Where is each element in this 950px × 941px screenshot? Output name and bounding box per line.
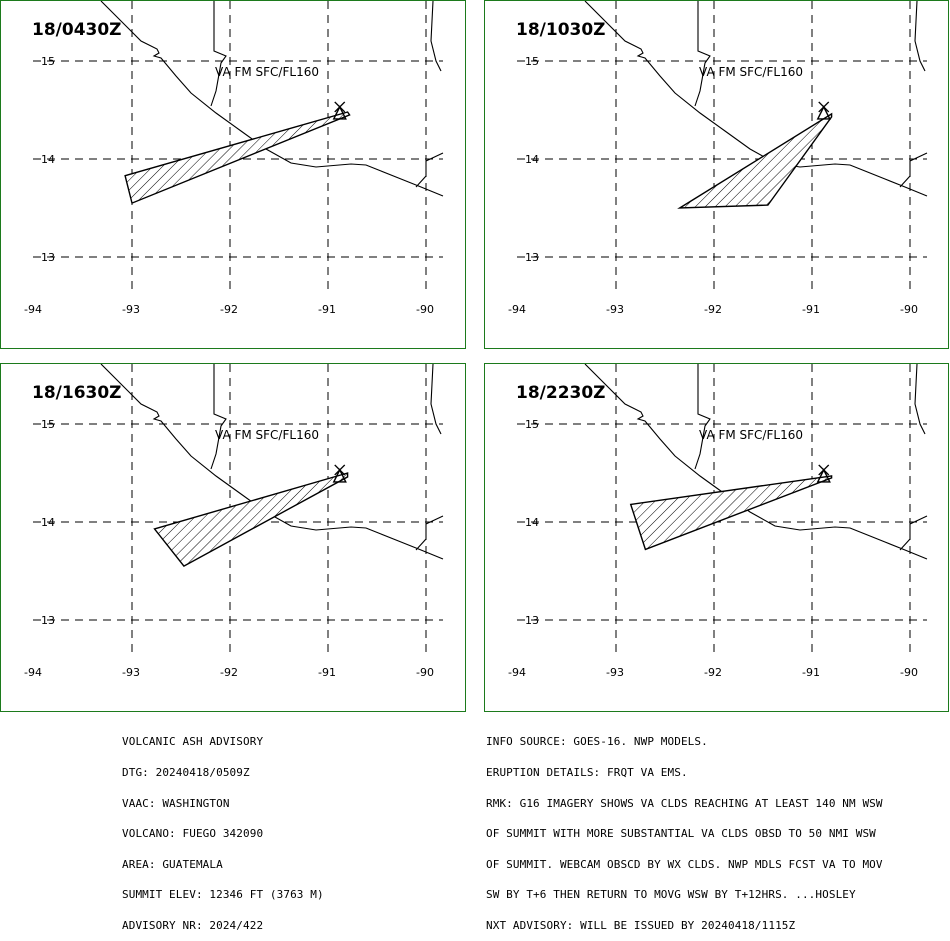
lon-tick-label: -94	[508, 303, 526, 316]
time-label: 18/1030Z	[516, 20, 606, 40]
advisory-remarks-line-3: OF SUMMIT. WEBCAM OBSCD BY WX CLDS. NWP …	[486, 857, 883, 871]
lon-tick-label: -92	[220, 303, 238, 316]
advisory-header-block: VOLCANIC ASH ADVISORY DTG: 20240418/0509…	[122, 717, 324, 941]
volcano-x-icon	[818, 464, 830, 476]
layer-label: VA FM SFC/FL160	[215, 65, 319, 79]
lon-tick-label: -90	[900, 666, 918, 679]
advisory-number: ADVISORY NR: 2024/422	[122, 918, 264, 932]
volcano-icon	[332, 468, 347, 483]
advisory-remarks-line-1: RMK: G16 IMAGERY SHOWS VA CLDS REACHING …	[486, 796, 883, 810]
coastline	[584, 364, 928, 560]
lon-tick-label: -91	[318, 666, 336, 679]
lat-tick-label: 14	[41, 516, 55, 529]
ash-cloud-polygon	[153, 472, 349, 567]
border-line	[430, 1, 442, 72]
lon-tick-label: -92	[220, 666, 238, 679]
layer-label: VA FM SFC/FL160	[699, 65, 803, 79]
advisory-title: VOLCANIC ASH ADVISORY	[122, 735, 264, 749]
border-line	[415, 152, 444, 188]
time-label: 18/2230Z	[516, 383, 606, 403]
map-panel-2: 15 14 13 -94 -93 -92 -91 -90 VA FM SFC/FL160 18/1…	[484, 0, 949, 349]
layer-label: VA FM SFC/FL160	[215, 428, 319, 442]
lat-tick-label: 15	[41, 418, 55, 431]
coastline	[584, 1, 928, 197]
lat-tick-label: 13	[525, 614, 539, 627]
advisory-vaac: VAAC: WASHINGTON	[122, 796, 230, 810]
border-line	[694, 364, 711, 470]
lon-tick-label: -90	[900, 303, 918, 316]
map-panel-4: 15 14 13 -94 -93 -92 -91 -90 VA FM SFC/FL160 18/2…	[484, 363, 949, 712]
volcano-x-icon	[334, 464, 346, 476]
border-line	[210, 364, 227, 470]
time-label: 18/1630Z	[32, 383, 122, 403]
border-line	[415, 515, 444, 551]
map-panel-3: 15 14 13 -94 -93 -92 -91 -90 VA FM SFC/FL160 18/1…	[0, 363, 466, 712]
advisory-eruption-details: ERUPTION DETAILS: FRQT VA EMS.	[486, 766, 688, 779]
border-line	[914, 364, 926, 435]
volcano-x-icon	[334, 101, 346, 113]
lat-tick-label: 13	[525, 251, 539, 264]
ash-cloud-polygon	[124, 111, 351, 205]
lat-tick-label: 14	[525, 153, 539, 166]
advisory-remarks-line-2: OF SUMMIT WITH MORE SUBSTANTIAL VA CLDS …	[486, 827, 876, 841]
advisory-summit-elev: SUMMIT ELEV: 12346 FT (3763 M)	[122, 888, 324, 902]
coastline	[100, 364, 444, 560]
advisory-area: AREA: GUATEMALA	[122, 857, 223, 871]
lon-tick-label: -91	[318, 303, 336, 316]
lon-tick-label: -93	[122, 666, 140, 679]
lon-tick-label: -90	[416, 666, 434, 679]
lon-tick-label: -91	[802, 666, 820, 679]
border-line	[899, 515, 928, 551]
lat-tick-label: 15	[525, 418, 539, 431]
lon-tick-label: -93	[122, 303, 140, 316]
lat-tick-label: 14	[525, 516, 539, 529]
border-line	[210, 1, 227, 107]
lat-tick-label: 15	[41, 55, 55, 68]
map-canvas: 15 14 13 -94 -93 -92 -91 -90 VA FM SFC/FL160 18/1…	[508, 1, 928, 316]
advisory-info-source: INFO SOURCE: GOES-16. NWP MODELS.	[486, 735, 708, 749]
map-panel-1: 15 14 13 -94 -93 -92 -91 -90 VA FM SFC/FL160 18/0…	[0, 0, 466, 349]
layer-label: VA FM SFC/FL160	[699, 428, 803, 442]
border-line	[914, 1, 926, 72]
map-canvas: 15 14 13 -94 -93 -92 -91 -90 VA FM SFC/FL160 18/0…	[24, 1, 444, 316]
map-canvas: 15 14 13 -94 -93 -92 -91 -90 VA FM SFC/FL160 18/1…	[24, 364, 444, 679]
lon-tick-label: -92	[704, 666, 722, 679]
advisory-volcano: VOLCANO: FUEGO 342090	[122, 827, 264, 841]
lon-tick-label: -91	[802, 303, 820, 316]
time-label: 18/0430Z	[32, 20, 122, 40]
lon-tick-label: -94	[508, 666, 526, 679]
border-line	[430, 364, 442, 435]
lon-tick-label: -90	[416, 303, 434, 316]
volcano-x-icon	[818, 101, 830, 113]
lon-tick-label: -94	[24, 303, 42, 316]
lat-tick-label: 13	[41, 614, 55, 627]
border-line	[899, 152, 928, 188]
advisory-remarks-line-4: SW BY T+6 THEN RETURN TO MOVG WSW BY T+1…	[486, 888, 856, 902]
volcano-icon	[332, 105, 347, 120]
lat-tick-label: 15	[525, 55, 539, 68]
lon-tick-label: -94	[24, 666, 42, 679]
coastline	[100, 1, 444, 197]
border-line	[694, 1, 711, 107]
lon-tick-label: -93	[606, 666, 624, 679]
advisory-dtg: DTG: 20240418/0509Z	[122, 766, 250, 779]
lon-tick-label: -93	[606, 303, 624, 316]
ash-cloud-polygon	[677, 112, 833, 209]
volcano-icon	[816, 105, 831, 120]
volcano-icon	[816, 468, 831, 483]
lon-tick-label: -92	[704, 303, 722, 316]
ash-cloud-polygon	[629, 475, 833, 551]
lat-tick-label: 13	[41, 251, 55, 264]
advisory-remarks-block: INFO SOURCE: GOES-16. NWP MODELS. ERUPTI…	[486, 717, 883, 941]
advisory-next-advisory: NXT ADVISORY: WILL BE ISSUED BY 20240418…	[486, 918, 796, 932]
lat-tick-label: 14	[41, 153, 55, 166]
map-canvas: 15 14 13 -94 -93 -92 -91 -90 VA FM SFC/FL160 18/2…	[508, 364, 928, 679]
